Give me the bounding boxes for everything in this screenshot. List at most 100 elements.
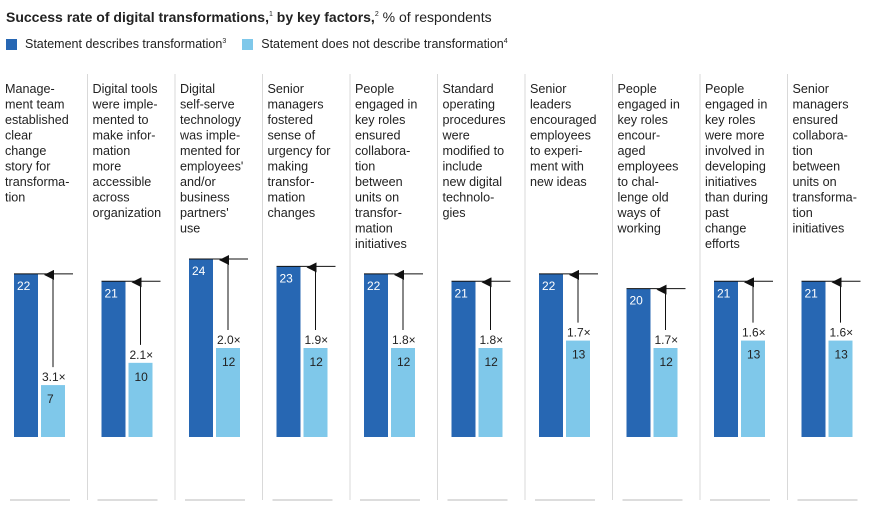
category-label-line: partners' (180, 206, 229, 220)
category-label: Digital tools were imple-mented to make in… (92, 82, 162, 220)
category-label-line: mation (93, 144, 131, 158)
category-label-line: leaders (530, 98, 571, 112)
category-label-line: People (618, 82, 657, 96)
category-label-line: collabora- (793, 129, 848, 143)
bar-value-describes: 23 (280, 271, 294, 285)
category-label-line: transfor- (355, 206, 402, 220)
bar-value-not-describes: 12 (660, 355, 674, 369)
category-label-line: units on (355, 191, 399, 205)
multiplier-label: 2.0× (217, 333, 241, 347)
bar-not-describes (478, 348, 503, 437)
legend-swatch-dark (6, 38, 17, 50)
bar-value-not-describes: 12 (310, 355, 324, 369)
chart-title: Success rate of digital transformations,… (6, 9, 492, 25)
category-label: Manage-ment team established clear change st… (5, 82, 69, 205)
category-label-line: story for (5, 160, 51, 174)
category-label-line: between (793, 160, 841, 174)
category-label-line: and/or (180, 175, 216, 189)
category-label-line: tion (793, 206, 813, 220)
bar-not-describes (303, 348, 328, 437)
bar-describes (451, 281, 476, 437)
category-label-line: urgency for (268, 144, 331, 158)
bar-value-describes: 21 (455, 286, 469, 300)
bar-value-describes: 21 (717, 286, 731, 300)
bar-not-describes (566, 340, 590, 437)
category-label-line: People (355, 82, 394, 96)
category-label-line: gies (443, 206, 466, 220)
category-label-line: aged (618, 144, 646, 158)
category-label-line: technolo- (443, 191, 495, 205)
category-label: People engaged in key roles were more involv… (704, 82, 768, 251)
bar-value-describes: 20 (630, 294, 644, 308)
category-label-line: tion (793, 144, 813, 158)
category-label: Senior managers ensured collabora-tion betwe… (793, 82, 857, 236)
category-label-line: initiatives (793, 222, 845, 236)
title-footnote-1: 1 (268, 11, 273, 18)
bar-not-describes (391, 348, 415, 437)
multiplier-label: 2.1× (130, 348, 154, 362)
category-label: Standard operating procedures were modified … (442, 82, 506, 220)
bar-not-describes (741, 340, 765, 437)
category-label-line: Senior (793, 82, 829, 96)
category-label-line: units on (793, 175, 837, 189)
category-label-line: involved in (705, 144, 765, 158)
category-label-line: mented to (93, 113, 149, 127)
category-label-line: ways of (617, 206, 661, 220)
category-label-line: clear (5, 129, 32, 143)
category-label-line: transforma- (793, 191, 857, 205)
bar-value-describes: 21 (805, 286, 819, 300)
category-label-line: include (443, 160, 483, 174)
bar-value-not-describes: 12 (222, 355, 236, 369)
multiplier-label: 1.9× (305, 333, 329, 347)
category-label-line: new ideas (530, 175, 587, 189)
category-label-line: past (705, 206, 729, 220)
bar-describes (714, 281, 738, 437)
legend-label-describes: Statement describes transformation3 (25, 37, 227, 51)
category-label: People engaged in key roles ensured collabor… (355, 82, 417, 251)
legend: Statement describes transformation3 Stat… (6, 37, 508, 51)
category-label-line: employees (618, 160, 679, 174)
bar-not-describes (128, 362, 153, 437)
category-label-line: transforma- (5, 175, 69, 189)
bar-not-describes (653, 348, 678, 437)
bar-describes (801, 281, 826, 437)
category-label-line: across (93, 191, 130, 205)
category-label: Digital self-serve technology was imple-men… (179, 82, 243, 236)
category-label-line: procedures (443, 113, 506, 127)
category-label-line: mation (355, 222, 393, 236)
category-label-line: engaged in (355, 98, 417, 112)
category-label-line: initiatives (355, 237, 407, 251)
bar-describes (539, 273, 563, 437)
category-label-line: making (268, 160, 309, 174)
bar-value-not-describes: 12 (485, 355, 499, 369)
category-label-line: ensured (793, 113, 839, 127)
category-label-line: modified to (443, 144, 505, 158)
category-label-line: Manage- (5, 82, 55, 96)
category-label-line: more (93, 160, 122, 174)
category-label-line: than during (705, 191, 768, 205)
category-label-line: developing (705, 160, 766, 174)
category-label-line: collabora- (355, 144, 410, 158)
bar-value-describes: 22 (367, 279, 381, 293)
title-footnote-2: 2 (374, 11, 379, 18)
bar-not-describes (41, 385, 65, 437)
category-label-line: make infor- (93, 129, 156, 143)
multiplier-label: 1.8× (392, 333, 416, 347)
category-label-line: Digital (180, 82, 215, 96)
title-factor: by key factors, (276, 9, 375, 25)
category-label-line: key roles (705, 113, 755, 127)
bar-value-describes: 21 (105, 286, 119, 300)
category-label-line: between (355, 175, 403, 189)
multiplier-label: 1.8× (480, 333, 504, 347)
category-label-line: ensured (355, 129, 401, 143)
category-label-line: managers (793, 98, 849, 112)
bar-describes (101, 281, 126, 437)
category-label-line: Senior (268, 82, 304, 96)
category-label-line: lenge old (618, 191, 669, 205)
category-label-line: employees' (180, 160, 243, 174)
multiplier-label: 1.7× (655, 333, 679, 347)
bar-value-not-describes: 10 (135, 370, 149, 384)
bar-value-describes: 22 (17, 279, 31, 293)
bar-value-not-describes: 13 (747, 348, 761, 362)
category-label-line: fostered (268, 113, 314, 127)
